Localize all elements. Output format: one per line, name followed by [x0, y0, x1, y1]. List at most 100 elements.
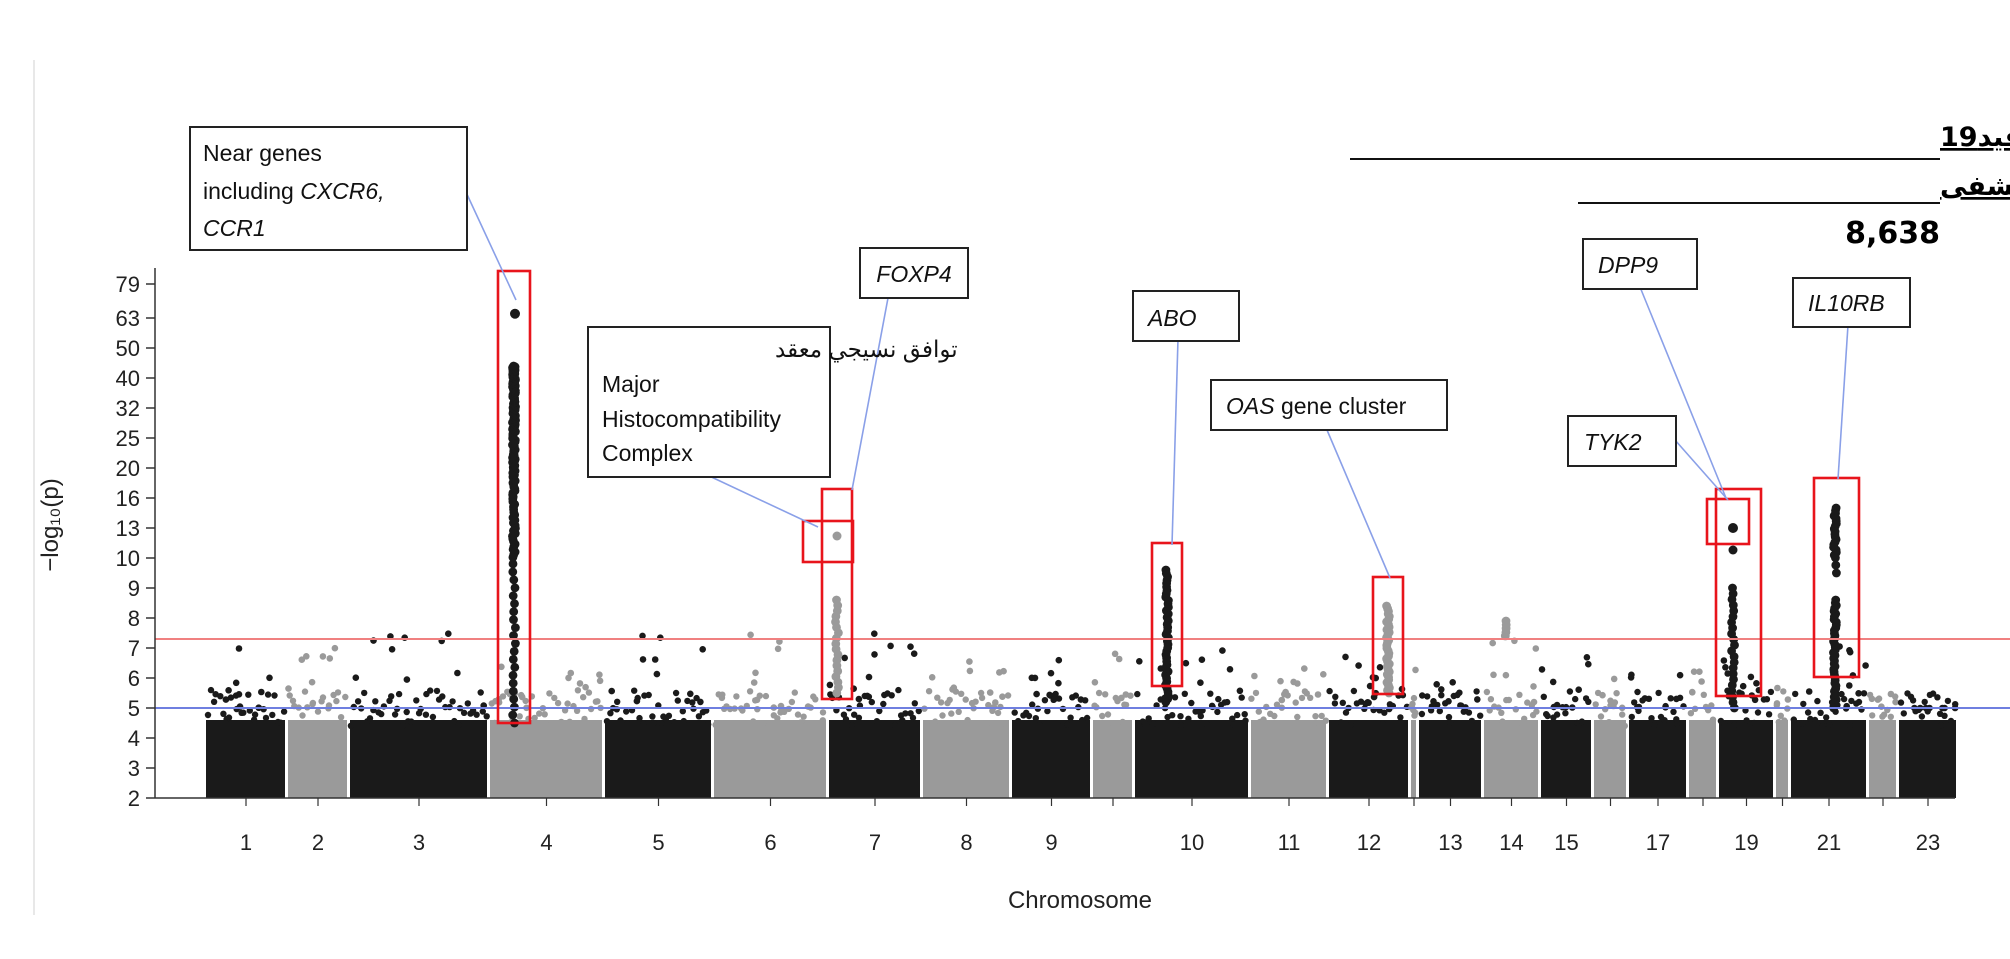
snp-point	[617, 717, 624, 724]
snp-point	[1628, 713, 1636, 721]
y-tick-label: 50	[116, 336, 140, 361]
x-tick-label: 15	[1554, 830, 1578, 855]
snp-point	[939, 712, 946, 719]
snp-point	[1869, 712, 1876, 719]
snp-point	[815, 721, 822, 728]
snp-point	[1419, 692, 1426, 699]
snp-point	[429, 713, 437, 721]
annotation-abo-label: ABO	[1146, 305, 1197, 331]
snp-point	[1947, 717, 1955, 725]
snp-point	[1342, 709, 1350, 716]
snp-point	[1553, 711, 1561, 718]
snp-point	[1602, 706, 1609, 713]
chromosome-point-mass	[1012, 720, 1090, 798]
snp-point	[733, 693, 740, 700]
snp-point	[1868, 695, 1876, 703]
snp-point	[225, 714, 233, 721]
snp-point	[1832, 568, 1841, 578]
annotation-abo: ABO	[1132, 290, 1240, 342]
snp-point	[1238, 694, 1245, 701]
snp-point	[1307, 694, 1314, 701]
snp-point	[1937, 722, 1945, 729]
peak-points	[508, 361, 520, 728]
snp-point	[1315, 719, 1323, 727]
snp-point	[1690, 668, 1698, 675]
y-tick-label: 9	[128, 576, 140, 601]
snp-point	[1709, 716, 1717, 723]
chromosome-point-mass	[1776, 720, 1788, 798]
snp-point	[1583, 654, 1591, 661]
snp-point	[1944, 697, 1952, 705]
snp-point	[1667, 695, 1674, 702]
snp-point	[1134, 690, 1141, 698]
snp-point	[509, 694, 519, 704]
chromosome-point-mass	[1689, 720, 1716, 798]
snp-point	[510, 583, 520, 593]
snp-point	[1887, 713, 1895, 720]
highlight-box-mhc	[801, 519, 855, 564]
x-tick-label: 5	[652, 830, 664, 855]
y-tick-label: 6	[128, 666, 140, 691]
chromosome-point-mass	[1484, 720, 1538, 798]
chromosome-points	[1483, 637, 1540, 798]
annotation-mhc-arabic: توافق نسيجي معقد	[775, 336, 958, 363]
snp-point	[395, 690, 403, 698]
snp-point	[699, 646, 706, 653]
peak-points	[1500, 616, 1511, 641]
snp-point	[1739, 682, 1747, 690]
snp-point	[1838, 690, 1845, 698]
snp-point	[1532, 645, 1540, 652]
snp-point	[1805, 688, 1813, 695]
snp-point	[1109, 720, 1117, 727]
snp-point	[1241, 711, 1248, 718]
snp-point	[477, 689, 484, 696]
snp-point	[207, 686, 215, 694]
snp-point	[1676, 671, 1684, 679]
snp-point	[658, 719, 665, 727]
snp-point	[1921, 698, 1928, 706]
snp-point	[948, 710, 955, 717]
snp-point	[653, 670, 661, 678]
annotation-tyk2: TYK2	[1567, 415, 1677, 467]
snp-point	[266, 674, 273, 682]
snp-point	[1438, 692, 1445, 699]
snp-point	[999, 693, 1006, 700]
snp-point	[1355, 662, 1362, 669]
chromosome-point-mass	[605, 720, 711, 798]
snp-point	[842, 716, 850, 723]
snp-point	[1929, 690, 1937, 697]
snp-point	[1731, 721, 1738, 729]
chromosome-points	[1773, 684, 1792, 798]
snp-point	[1751, 696, 1759, 704]
snp-point	[508, 710, 518, 720]
lead-snp-point	[1728, 523, 1738, 533]
chromosome-point-mass	[1629, 720, 1686, 798]
snp-point	[826, 681, 834, 689]
snp-point	[227, 694, 235, 701]
snp-point	[1575, 686, 1582, 693]
snp-point	[1673, 695, 1680, 703]
snp-point	[1273, 701, 1281, 708]
snp-point	[1310, 720, 1317, 728]
snp-point	[1077, 696, 1085, 703]
chromosome-points	[603, 632, 712, 798]
snp-point	[1592, 701, 1599, 708]
snp-point	[1350, 687, 1358, 695]
snp-point	[1862, 662, 1869, 669]
snp-point	[1855, 698, 1863, 706]
snp-point	[1860, 690, 1868, 697]
snp-point	[1150, 720, 1157, 727]
snp-point	[554, 699, 562, 707]
snp-point	[1219, 647, 1226, 654]
snp-point	[937, 699, 945, 706]
snp-point	[225, 687, 232, 694]
highlight-box-abo	[1150, 541, 1184, 688]
snp-point	[1379, 720, 1386, 728]
snp-point	[509, 631, 518, 640]
snp-point	[232, 679, 240, 687]
annotation-box-il10rb	[1792, 277, 1911, 328]
snp-point	[1294, 680, 1301, 687]
snp-point	[1185, 715, 1192, 722]
snp-point	[972, 698, 979, 705]
snp-point	[1197, 712, 1205, 720]
